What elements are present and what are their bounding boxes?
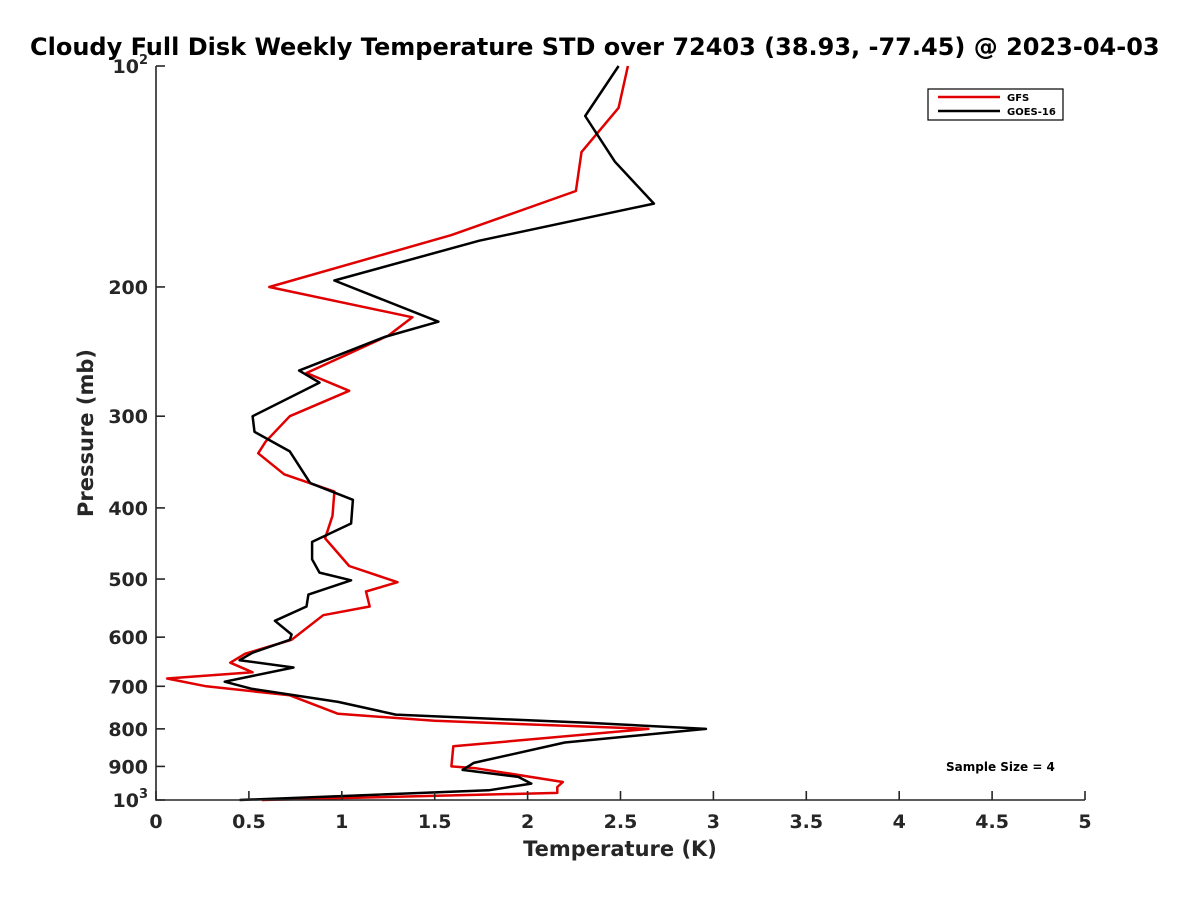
x-tick-label: 3.5	[789, 811, 823, 833]
x-axis-label: Temperature (K)	[523, 837, 717, 861]
y-tick-label: 800	[108, 719, 148, 741]
legend-label-gfs: GFS	[1007, 93, 1029, 104]
x-tick-label: 2.5	[604, 811, 638, 833]
series-line-0	[165, 65, 650, 802]
x-tick-label: 1.5	[418, 811, 452, 833]
x-tick-label: 4	[893, 811, 906, 833]
series-layer	[165, 65, 708, 802]
chart-title: Cloudy Full Disk Weekly Temperature STD …	[30, 33, 1160, 61]
y-tick-label: 200	[108, 277, 148, 299]
y-tick-label: 700	[108, 676, 148, 698]
x-tick-label: 0.5	[232, 811, 266, 833]
series-line-1	[223, 65, 708, 802]
y-axis-label: Pressure (mb)	[74, 349, 98, 517]
sample-size-annotation: Sample Size = 4	[946, 760, 1055, 774]
y-tick-label: 400	[108, 498, 148, 520]
x-tick-label: 3	[707, 811, 720, 833]
x-tick-label: 5	[1078, 811, 1091, 833]
legend: GFS GOES-16	[927, 88, 1064, 121]
y-tick-label: 500	[108, 569, 148, 591]
legend-box	[927, 88, 1064, 121]
x-tick-label: 2	[521, 811, 534, 833]
y-tick-label: 300	[108, 406, 148, 428]
y-tick-label: 900	[108, 756, 148, 778]
x-tick-label: 0	[149, 811, 162, 833]
y-tick-label: 600	[108, 627, 148, 649]
legend-label-goes16: GOES-16	[1007, 107, 1056, 118]
x-tick-label: 4.5	[975, 811, 1009, 833]
x-tick-label: 1	[335, 811, 348, 833]
x-axis-ticks: 0 0.5 1 1.5 2 2.5 3 3.5 4 4.5 5	[149, 791, 1092, 833]
